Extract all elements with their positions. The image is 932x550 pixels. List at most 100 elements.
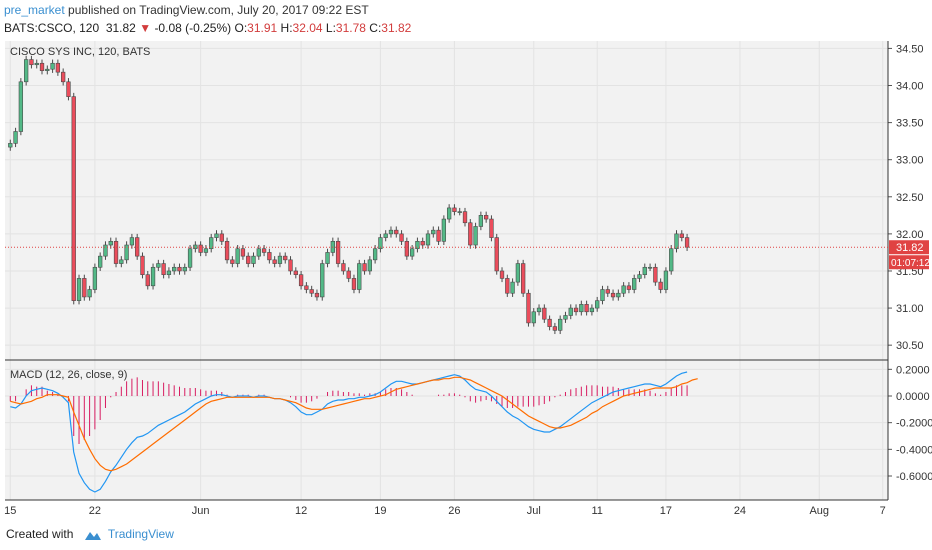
tradingview-link[interactable]: TradingView	[107, 527, 174, 541]
candle-body	[108, 241, 113, 246]
price-tick-label: 34.50	[896, 43, 924, 55]
candle-body	[394, 229, 399, 235]
candle-body	[679, 233, 684, 238]
candle-body	[341, 263, 346, 272]
candle-body	[669, 248, 674, 272]
candle-body	[240, 248, 246, 257]
candle-body	[119, 259, 124, 264]
countdown-tag	[889, 255, 929, 270]
candle-body	[219, 233, 224, 242]
candle-body	[166, 270, 172, 275]
macd-tick-label: -0.4000	[896, 444, 932, 456]
price-tick-label: 31.00	[896, 303, 924, 315]
last-price: 31.82	[105, 21, 136, 35]
candle-body	[82, 278, 87, 298]
chart-title: CISCO SYS INC, 120, BATS	[10, 46, 150, 58]
candle-body	[573, 307, 579, 313]
price-tick-label: 34.00	[896, 81, 924, 93]
candle-body	[547, 318, 552, 327]
symbol-line: BATS:CSCO, 120 31.82 ▼ -0.08 (-0.25%) O:…	[4, 21, 411, 35]
change-value: -0.08 (-0.25%)	[154, 21, 232, 35]
candle-body	[552, 326, 558, 331]
tradingview-logo-icon	[84, 531, 101, 540]
candle-body	[563, 315, 568, 320]
candle-body	[536, 307, 542, 313]
candle-body	[29, 59, 34, 66]
footer: Created with TradingView	[6, 527, 174, 541]
candle-body	[172, 266, 177, 272]
candle-body	[129, 237, 135, 246]
candle-body	[156, 263, 161, 268]
macd-tick-label: 0.0000	[896, 391, 930, 403]
candle-body	[224, 241, 230, 261]
candle-body	[304, 285, 309, 290]
candle-body	[510, 281, 515, 294]
candle-body	[473, 226, 478, 246]
candle-body	[425, 233, 431, 246]
candle-body	[658, 281, 663, 290]
candle-body	[372, 248, 378, 261]
candle-body	[367, 259, 372, 272]
macd-tick-label: -0.6000	[896, 471, 932, 483]
x-tick-label: 11	[591, 505, 602, 517]
price-tick-label: 33.50	[896, 118, 924, 130]
candle-body	[600, 289, 605, 301]
open-label: O:	[234, 21, 248, 35]
price-tick-label: 33.00	[896, 155, 924, 167]
candle-body	[214, 233, 219, 238]
candle-body	[584, 304, 589, 313]
candle-body	[267, 252, 272, 261]
candle-body	[177, 266, 182, 272]
candle-body	[39, 62, 45, 71]
candle-body	[457, 211, 462, 213]
candle-body	[150, 266, 156, 287]
candle-body	[647, 266, 653, 269]
candle-body	[283, 255, 288, 261]
candle-body	[113, 241, 119, 264]
x-tick-label: 26	[448, 505, 460, 517]
candle-body	[13, 131, 18, 144]
candle-body	[61, 71, 66, 83]
close-label: C:	[369, 21, 382, 35]
candle-body	[579, 304, 584, 313]
candle-body	[8, 143, 13, 148]
candle-body	[568, 307, 573, 316]
candle-body	[436, 229, 441, 242]
low-label: L:	[325, 21, 336, 35]
macd-title: MACD (12, 26, close, 9)	[10, 369, 127, 381]
candle-body	[462, 211, 468, 224]
author-link[interactable]: pre_market	[4, 3, 65, 17]
candle-body	[256, 248, 261, 257]
x-tick-label: Aug	[809, 505, 829, 517]
price-tick-label: 32.50	[896, 192, 924, 204]
candle-body	[531, 311, 536, 324]
candle-body	[605, 289, 610, 294]
candle-body	[415, 241, 420, 250]
last-price-tag-label: 31.82	[896, 242, 924, 254]
candle-body	[124, 244, 129, 261]
candle-body	[145, 274, 150, 287]
candle-body	[293, 270, 298, 275]
candle-body	[76, 278, 82, 301]
macd-tick-label: -0.2000	[896, 418, 932, 430]
candle-body	[674, 233, 679, 250]
signal-line	[10, 376, 698, 472]
candle-body	[542, 307, 547, 320]
down-arrow-icon: ▼	[139, 21, 152, 35]
candle-body	[616, 292, 621, 298]
x-tick-label: 7	[880, 505, 886, 517]
price-chart[interactable]: 15 22 Jun 12 19 26 Jul 11 17 24 Aug 730.5031.0031.5…	[0, 38, 932, 518]
candle-body	[246, 255, 251, 264]
x-tick-label: 22	[89, 505, 101, 517]
candle-body	[346, 270, 351, 279]
candle-body	[452, 207, 457, 212]
candle-body	[182, 266, 187, 272]
x-tick-label: 12	[295, 505, 307, 517]
macd-line	[10, 371, 688, 493]
candle-body	[499, 270, 505, 279]
price-tick-label: 30.50	[896, 340, 924, 352]
candle-body	[526, 292, 531, 324]
candle-body	[404, 241, 409, 257]
macd-tick-label: 0.2000	[896, 364, 930, 376]
candle-body	[351, 278, 357, 290]
